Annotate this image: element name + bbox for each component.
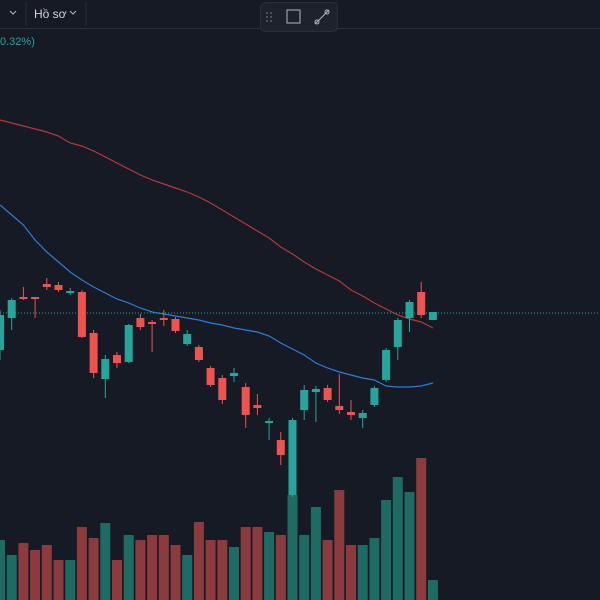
volume-bar [299,535,310,600]
moving-average [0,119,434,329]
volume-bar [416,458,427,600]
top-icons [9,2,87,26]
chevron[interactable] [9,10,17,15]
candle-body [19,297,28,299]
volume-bar [88,538,99,600]
volume-bar [240,527,251,600]
candle-body [370,388,379,405]
line-tool[interactable] [314,9,330,25]
candle-body [194,347,203,360]
volume-bar [182,555,193,600]
volume-bar [287,495,298,600]
candle-body [218,378,227,400]
volume-bar [310,507,321,600]
volume-bar [334,490,345,600]
candle-body [230,373,238,376]
line-tool-end [324,9,330,15]
candle-body [171,319,180,331]
candle-body [393,320,402,347]
candle-body [66,291,75,293]
volume-bar [170,545,181,600]
candle-body [405,302,414,318]
volume-bar [158,535,169,600]
candle-body [417,292,426,315]
candle-body [265,421,274,423]
candle-body [136,318,145,327]
volume-bar [427,580,438,600]
candle-body [300,390,309,410]
volume-bar [252,527,263,600]
candle-body [159,318,168,320]
volume-bar [100,523,111,600]
volume-bar [381,500,392,600]
candle-body [183,334,192,344]
volume-bar [193,522,204,600]
candle-body [54,285,63,290]
candle-body [77,292,86,337]
candle-body [347,412,355,415]
volume-bar [76,527,87,600]
volume-bar [65,560,76,600]
candle-body [335,406,344,410]
candle-body [42,284,51,287]
volume-bar [322,540,333,600]
candle-body [7,300,16,318]
volume-bar [275,535,286,600]
drawing-toolbar [260,2,338,32]
rect-tool[interactable] [286,9,301,24]
volume-bar [18,543,29,600]
volume-bar [112,560,122,600]
candle-body [428,312,437,320]
candle-body [124,325,133,362]
volume-bar [217,540,228,600]
candle-body [253,405,262,408]
candle-body [101,359,110,379]
candle-body [358,413,367,418]
volume-bar [404,492,415,600]
volume-bar [41,545,52,600]
volume-bar [205,540,216,600]
profile-menu[interactable]: Hồ sơ [34,7,67,21]
volume-bar [392,477,403,600]
moving-average [0,204,434,388]
drag-handle[interactable] [266,12,272,22]
candle-body [148,322,157,324]
candle-body [89,333,98,373]
line-tool-end [314,19,320,25]
volume-bar [369,538,380,600]
candle-body [323,388,332,400]
candle-body [0,315,4,350]
price-change: 0.32%) [0,36,35,48]
volume-bar [6,555,17,600]
volume-bar [135,540,146,600]
candle-body [288,420,297,495]
candle-body [206,368,215,385]
volume-bar [229,547,239,600]
candle-body [382,350,391,380]
volume-bar [357,545,368,600]
volume-bar [123,535,134,600]
volume-bar [53,560,64,600]
volume-bar [30,550,41,600]
volume-bar [147,535,158,600]
candle-body [311,389,320,392]
volume-bar [264,532,275,600]
candle-body [276,440,285,455]
toolbar-icons [266,9,330,25]
candle-body [241,387,250,415]
candle-body [113,355,121,363]
candle-body [31,297,40,299]
chevron[interactable] [69,10,77,15]
volume-bar [346,545,356,600]
volume-bar [0,540,5,600]
